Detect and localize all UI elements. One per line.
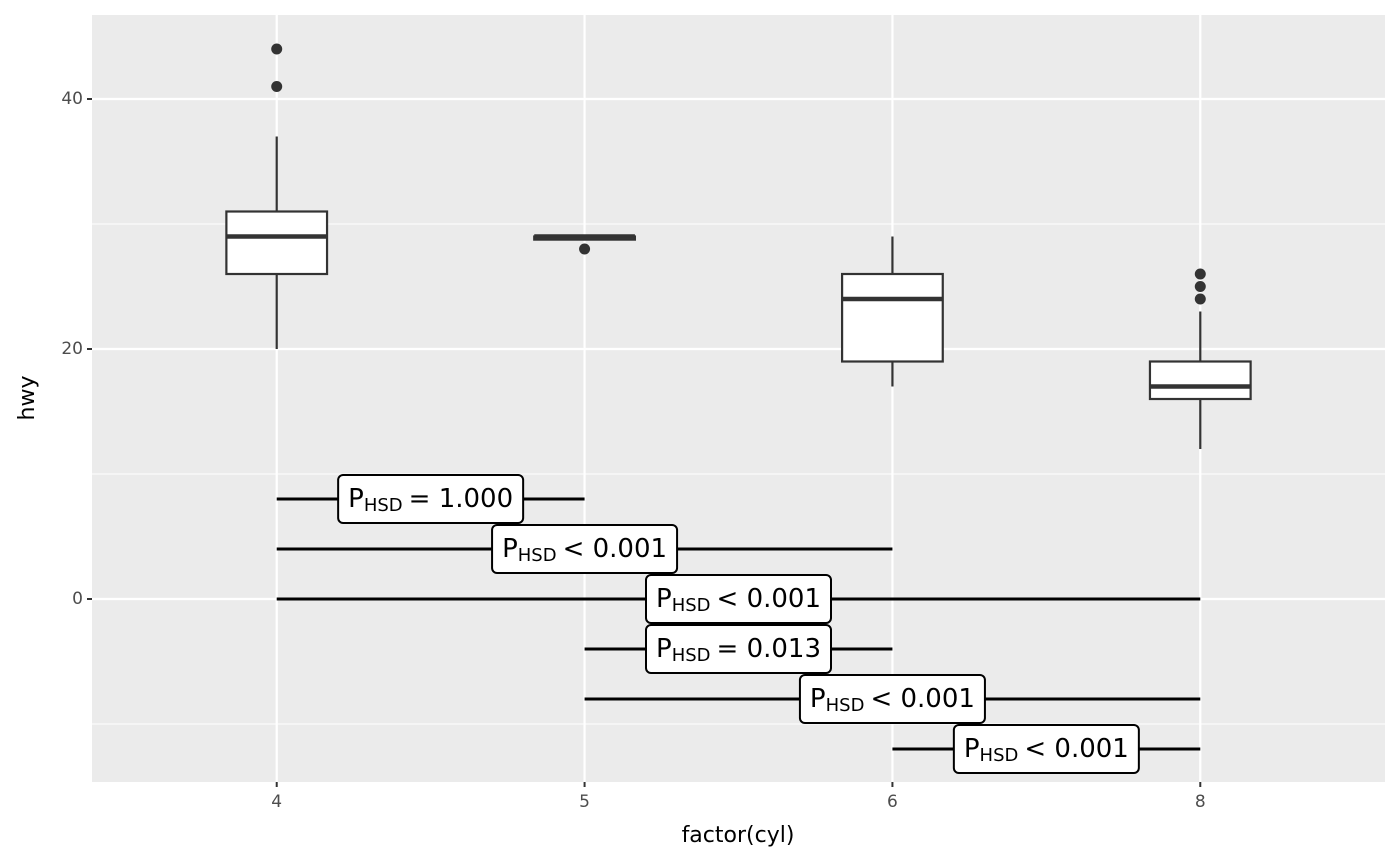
label-text: = 0.013 bbox=[717, 634, 821, 664]
label-sub: HSD bbox=[364, 495, 403, 516]
label-box bbox=[798, 674, 986, 724]
outlier bbox=[579, 243, 591, 255]
label-text: < 0.001 bbox=[717, 584, 821, 614]
label-text: < 0.001 bbox=[563, 534, 667, 564]
y-tick-label: 20 bbox=[61, 339, 83, 359]
label-sub: HSD bbox=[672, 645, 711, 666]
label-sub: HSD bbox=[672, 595, 711, 616]
comparison-label: PHSD < 0.001 bbox=[810, 684, 975, 717]
box bbox=[225, 210, 329, 276]
label-p: P bbox=[964, 734, 980, 764]
comparison-label: PHSD < 0.001 bbox=[656, 584, 821, 617]
label-text: = 1.000 bbox=[409, 484, 513, 514]
outlier bbox=[1194, 268, 1206, 280]
label-sub: HSD bbox=[826, 695, 865, 716]
label-p: P bbox=[656, 634, 672, 664]
label-p: P bbox=[656, 584, 672, 614]
outlier bbox=[1194, 281, 1206, 292]
label-box bbox=[645, 624, 832, 674]
outlier bbox=[1194, 293, 1206, 305]
label-p: P bbox=[810, 684, 826, 714]
x-tick-label: 4 bbox=[271, 792, 282, 812]
label-sub: HSD bbox=[980, 745, 1019, 766]
comparison-label: PHSD < 0.001 bbox=[964, 734, 1129, 767]
outlier bbox=[271, 81, 283, 92]
x-tick-label: 5 bbox=[579, 792, 590, 812]
x-tick-label: 8 bbox=[1195, 792, 1206, 812]
box bbox=[840, 272, 944, 363]
label-box bbox=[645, 574, 832, 624]
label-p: P bbox=[502, 534, 518, 564]
y-axis-title: hwy bbox=[15, 376, 40, 421]
comparison-label: PHSD = 0.013 bbox=[656, 634, 821, 667]
label-text: < 0.001 bbox=[870, 684, 974, 714]
comparison-label: PHSD < 0.001 bbox=[502, 534, 667, 567]
marks bbox=[225, 43, 1252, 449]
y-tick-label: 0 bbox=[72, 589, 83, 609]
x-tick-label: 6 bbox=[887, 792, 898, 812]
label-box bbox=[491, 524, 679, 574]
box bbox=[1148, 360, 1252, 401]
label-box bbox=[337, 474, 525, 524]
label-box bbox=[952, 724, 1140, 774]
x-axis-title: factor(cyl) bbox=[682, 823, 795, 848]
y-tick-label: 40 bbox=[61, 89, 83, 109]
comparison-label: PHSD = 1.000 bbox=[348, 484, 513, 517]
label-p: P bbox=[348, 484, 364, 514]
outlier bbox=[271, 43, 283, 55]
label-text: < 0.001 bbox=[1024, 734, 1128, 764]
label-sub: HSD bbox=[518, 545, 557, 566]
